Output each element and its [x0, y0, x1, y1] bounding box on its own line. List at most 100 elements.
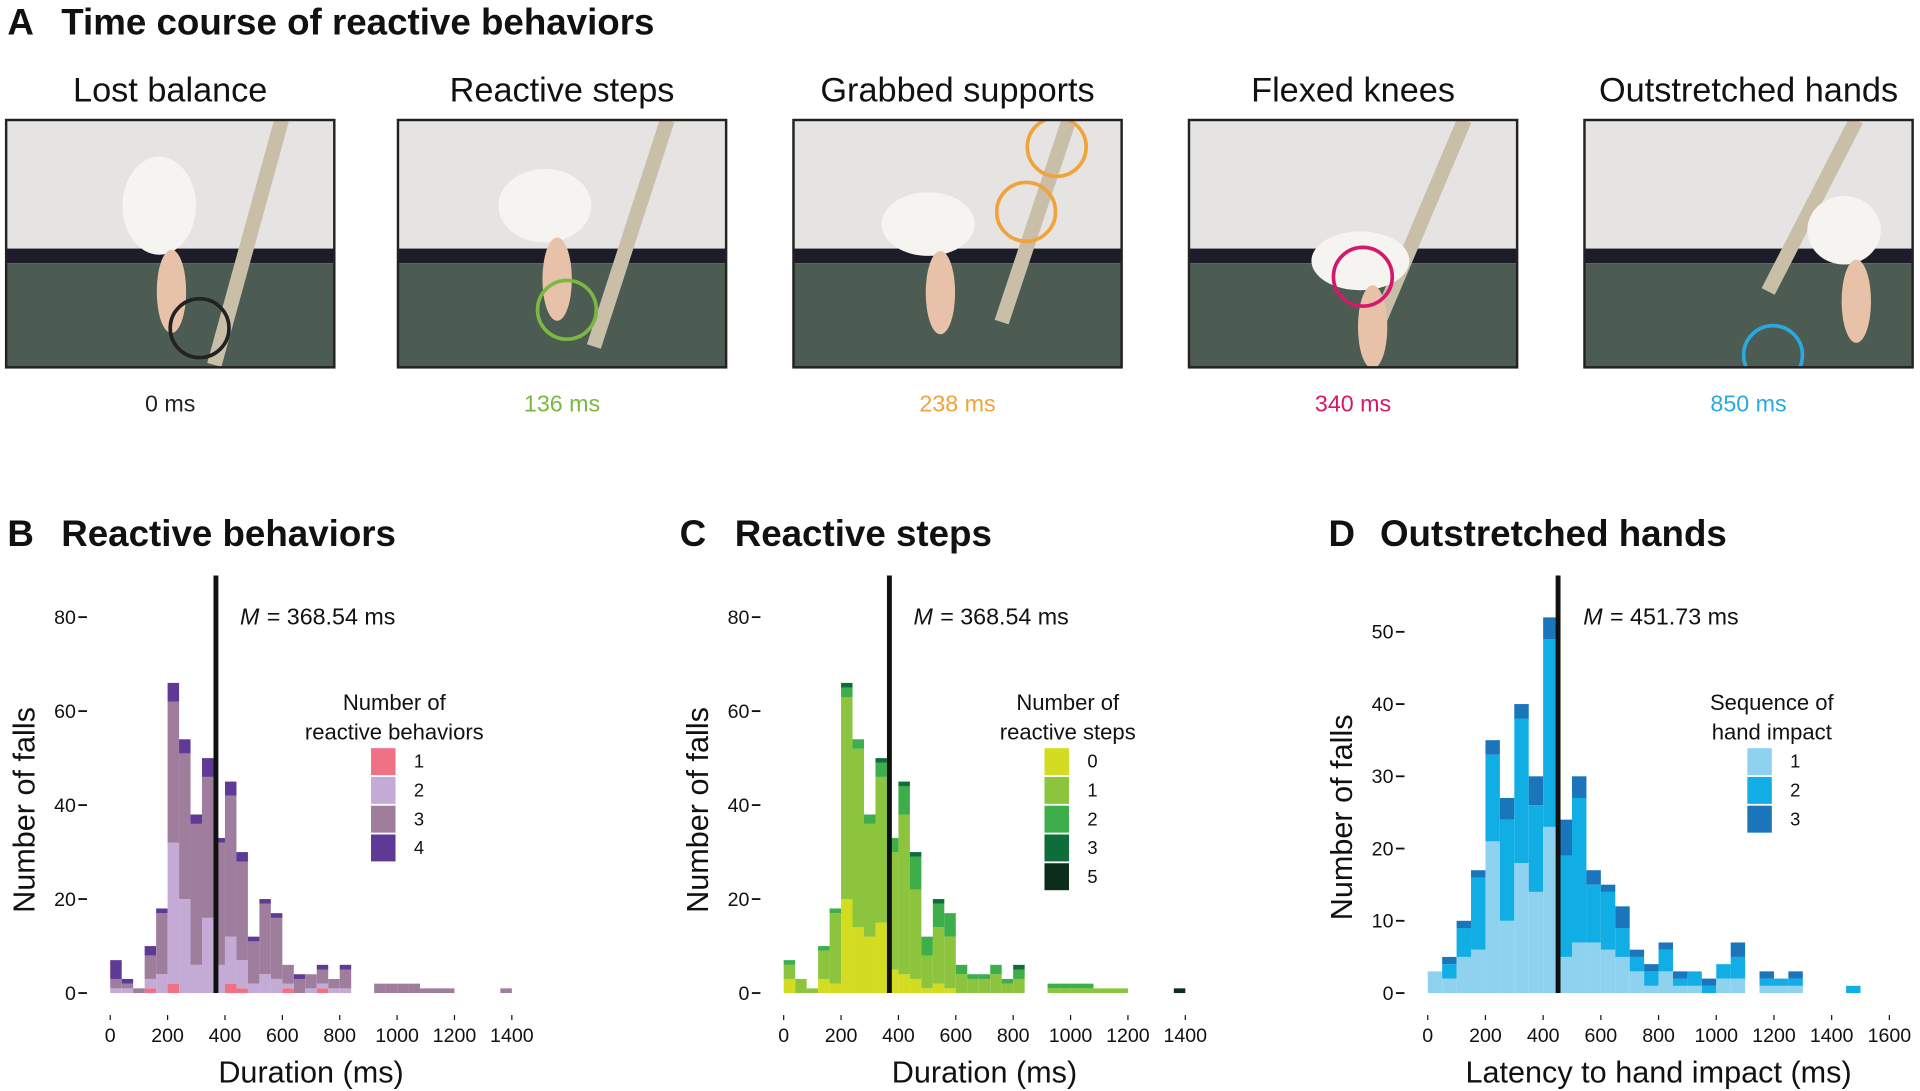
- panel-letter: C: [680, 513, 707, 554]
- bar-segment: [898, 974, 910, 994]
- child-leg: [925, 251, 956, 335]
- bar-segment: [909, 978, 922, 994]
- bar-segment: [431, 988, 443, 994]
- bar-segment: [385, 983, 398, 994]
- x-axis-label: Duration (ms): [892, 1055, 1077, 1089]
- x-tick-label: 800: [997, 1025, 1030, 1047]
- bar-segment: [1586, 884, 1601, 943]
- bar-segment: [133, 988, 145, 994]
- bar-segment: [179, 899, 191, 994]
- panel-title: Outstretched hands: [1380, 513, 1727, 554]
- bar-segment: [305, 974, 317, 989]
- child: [1311, 231, 1410, 291]
- child: [881, 192, 975, 256]
- legend-swatch: [371, 834, 396, 862]
- bar-segment: [1013, 978, 1025, 994]
- bar-segment: [1082, 988, 1094, 994]
- photo: [1188, 119, 1518, 368]
- bar-segment: [1013, 964, 1025, 970]
- bar-segment: [1528, 805, 1544, 892]
- bar-segment: [1716, 964, 1731, 979]
- bar-segment: [978, 978, 991, 994]
- x-tick-label: 400: [209, 1025, 242, 1047]
- mean-text: = 368.54 ms: [267, 603, 396, 629]
- y-tick-label: 40: [728, 795, 750, 817]
- bar-segment: [806, 988, 819, 994]
- bar-segment: [190, 814, 203, 824]
- bar-segment: [1687, 985, 1702, 994]
- bar-segment: [1846, 985, 1861, 994]
- photo-border: [1187, 118, 1519, 369]
- mean-symbol: M: [240, 603, 260, 629]
- bar-segment: [1759, 971, 1774, 979]
- y-tick-label: 20: [1372, 838, 1394, 860]
- bar-segment: [156, 974, 168, 994]
- x-tick-label: 600: [1585, 1025, 1618, 1047]
- bar-segment: [1672, 985, 1688, 994]
- bar-segment: [852, 927, 865, 994]
- highlight-circle: [1331, 245, 1395, 308]
- frame-label: Flexed knees: [1251, 72, 1455, 110]
- bar-segment: [1788, 971, 1803, 979]
- bar-segment: [236, 861, 248, 961]
- legend-label: 4: [414, 837, 424, 858]
- bar-segment: [795, 978, 807, 994]
- bar-segment: [1586, 870, 1601, 885]
- x-axis-label: Latency to hand impact (ms): [1465, 1055, 1851, 1089]
- bar-segment: [1013, 969, 1025, 979]
- child: [1807, 195, 1881, 265]
- legend-label: 5: [1087, 866, 1097, 887]
- photo: [397, 119, 727, 368]
- bar-segment: [1456, 956, 1472, 994]
- bar-segment: [121, 983, 134, 989]
- bar-segment: [886, 837, 899, 853]
- bar-segment: [270, 917, 283, 979]
- x-tick-label: 1400: [1164, 1025, 1208, 1047]
- mean-annotation: M = 368.54 ms: [913, 603, 1068, 629]
- frame-label: Grabbed supports: [820, 72, 1094, 110]
- mean-symbol: M: [1583, 603, 1603, 629]
- y-tick-label: 60: [54, 701, 76, 723]
- x-tick-label: 1200: [433, 1025, 477, 1047]
- frame-label: Outstretched hands: [1599, 72, 1898, 110]
- y-tick-label: 80: [54, 607, 76, 629]
- bar-segment: [1730, 978, 1746, 994]
- x-tick-label: 1400: [1810, 1025, 1854, 1047]
- frame-time: 340 ms: [1315, 390, 1391, 416]
- legend-title: Sequence of: [1710, 690, 1835, 715]
- legend-swatch: [1044, 805, 1069, 833]
- bar-segment: [875, 758, 887, 763]
- highlight-circle: [168, 296, 231, 360]
- bar-segment: [1116, 988, 1128, 994]
- bar-segment: [875, 762, 887, 777]
- bar-segment: [1701, 985, 1717, 994]
- legend-swatch: [1044, 776, 1069, 804]
- legend-swatch: [371, 776, 396, 804]
- bar-segment: [852, 748, 865, 928]
- bar-segment: [259, 899, 271, 904]
- bar-segment: [1615, 928, 1630, 957]
- bar-segment: [864, 936, 876, 994]
- x-tick-label: 600: [266, 1025, 299, 1047]
- bar-segment: [1600, 949, 1616, 994]
- bar-segment: [783, 960, 796, 965]
- bar-segment: [1629, 956, 1645, 972]
- bar-segment: [1730, 956, 1746, 979]
- bar-segment: [978, 974, 991, 979]
- bar-segment: [1499, 797, 1515, 820]
- legend-swatch: [1747, 748, 1772, 776]
- frame-label: Reactive steps: [450, 72, 675, 110]
- mean-text: = 451.73 ms: [1610, 603, 1739, 629]
- photo-border: [1583, 118, 1914, 369]
- frame-time: 850 ms: [1710, 390, 1786, 416]
- photo: [6, 119, 335, 368]
- bar-segment: [1514, 704, 1529, 719]
- bar-segment: [1644, 985, 1659, 994]
- bar-segment: [932, 903, 945, 928]
- y-tick-label: 0: [739, 983, 750, 1005]
- bar-segment: [875, 776, 887, 923]
- bar-segment: [944, 936, 956, 989]
- photo-border: [396, 118, 728, 369]
- bar-segment: [1427, 971, 1443, 994]
- bar-segment: [316, 969, 329, 984]
